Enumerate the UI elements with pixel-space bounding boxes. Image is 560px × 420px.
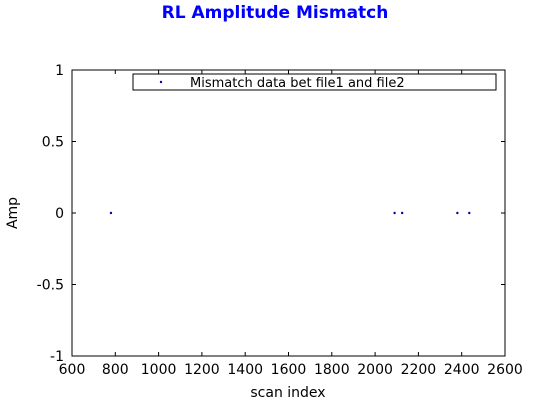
data-point [400, 211, 404, 215]
legend-box [132, 73, 497, 91]
data-point [468, 211, 471, 215]
x-tick-label: 1600 [271, 362, 307, 378]
y-tick-label: 0.5 [42, 135, 64, 151]
data-point [393, 211, 396, 215]
x-tick-label: 2200 [401, 362, 437, 378]
x-tick-label: 2400 [444, 362, 480, 378]
y-tick-label: 1 [55, 63, 64, 79]
x-tick-label: 600 [59, 362, 86, 378]
x-tick-label: 800 [102, 362, 129, 378]
x-axis-label: scan index [250, 385, 325, 401]
data-point [456, 211, 459, 215]
data-point [109, 211, 113, 215]
x-tick-label: 1200 [184, 362, 220, 378]
chart-title: RL Amplitude Mismatch [162, 3, 389, 23]
legend-label: Mismatch data bet file1 and file2 [190, 76, 405, 91]
y-tick-label: -1 [50, 349, 64, 365]
legend-marker [159, 80, 163, 84]
y-axis-label: Amp [5, 197, 21, 229]
y-tick-label: -0.5 [37, 278, 64, 294]
x-axis: 600 800 1000 1200 1400 1600 1800 2000 2200 2400 26… [59, 70, 523, 378]
x-tick-label: 1800 [314, 362, 350, 378]
y-axis: -1 -0.5 0 0.5 1 [37, 63, 505, 365]
x-tick-label: 2000 [357, 362, 393, 378]
x-tick-label: 2600 [487, 362, 523, 378]
y-tick-label: 0 [55, 206, 64, 222]
x-tick-label: 1000 [141, 362, 177, 378]
x-tick-label: 1400 [227, 362, 263, 378]
plot-frame [71, 69, 506, 357]
legend: Mismatch data bet file1 and file2 [132, 73, 497, 91]
data-points [109, 211, 471, 215]
